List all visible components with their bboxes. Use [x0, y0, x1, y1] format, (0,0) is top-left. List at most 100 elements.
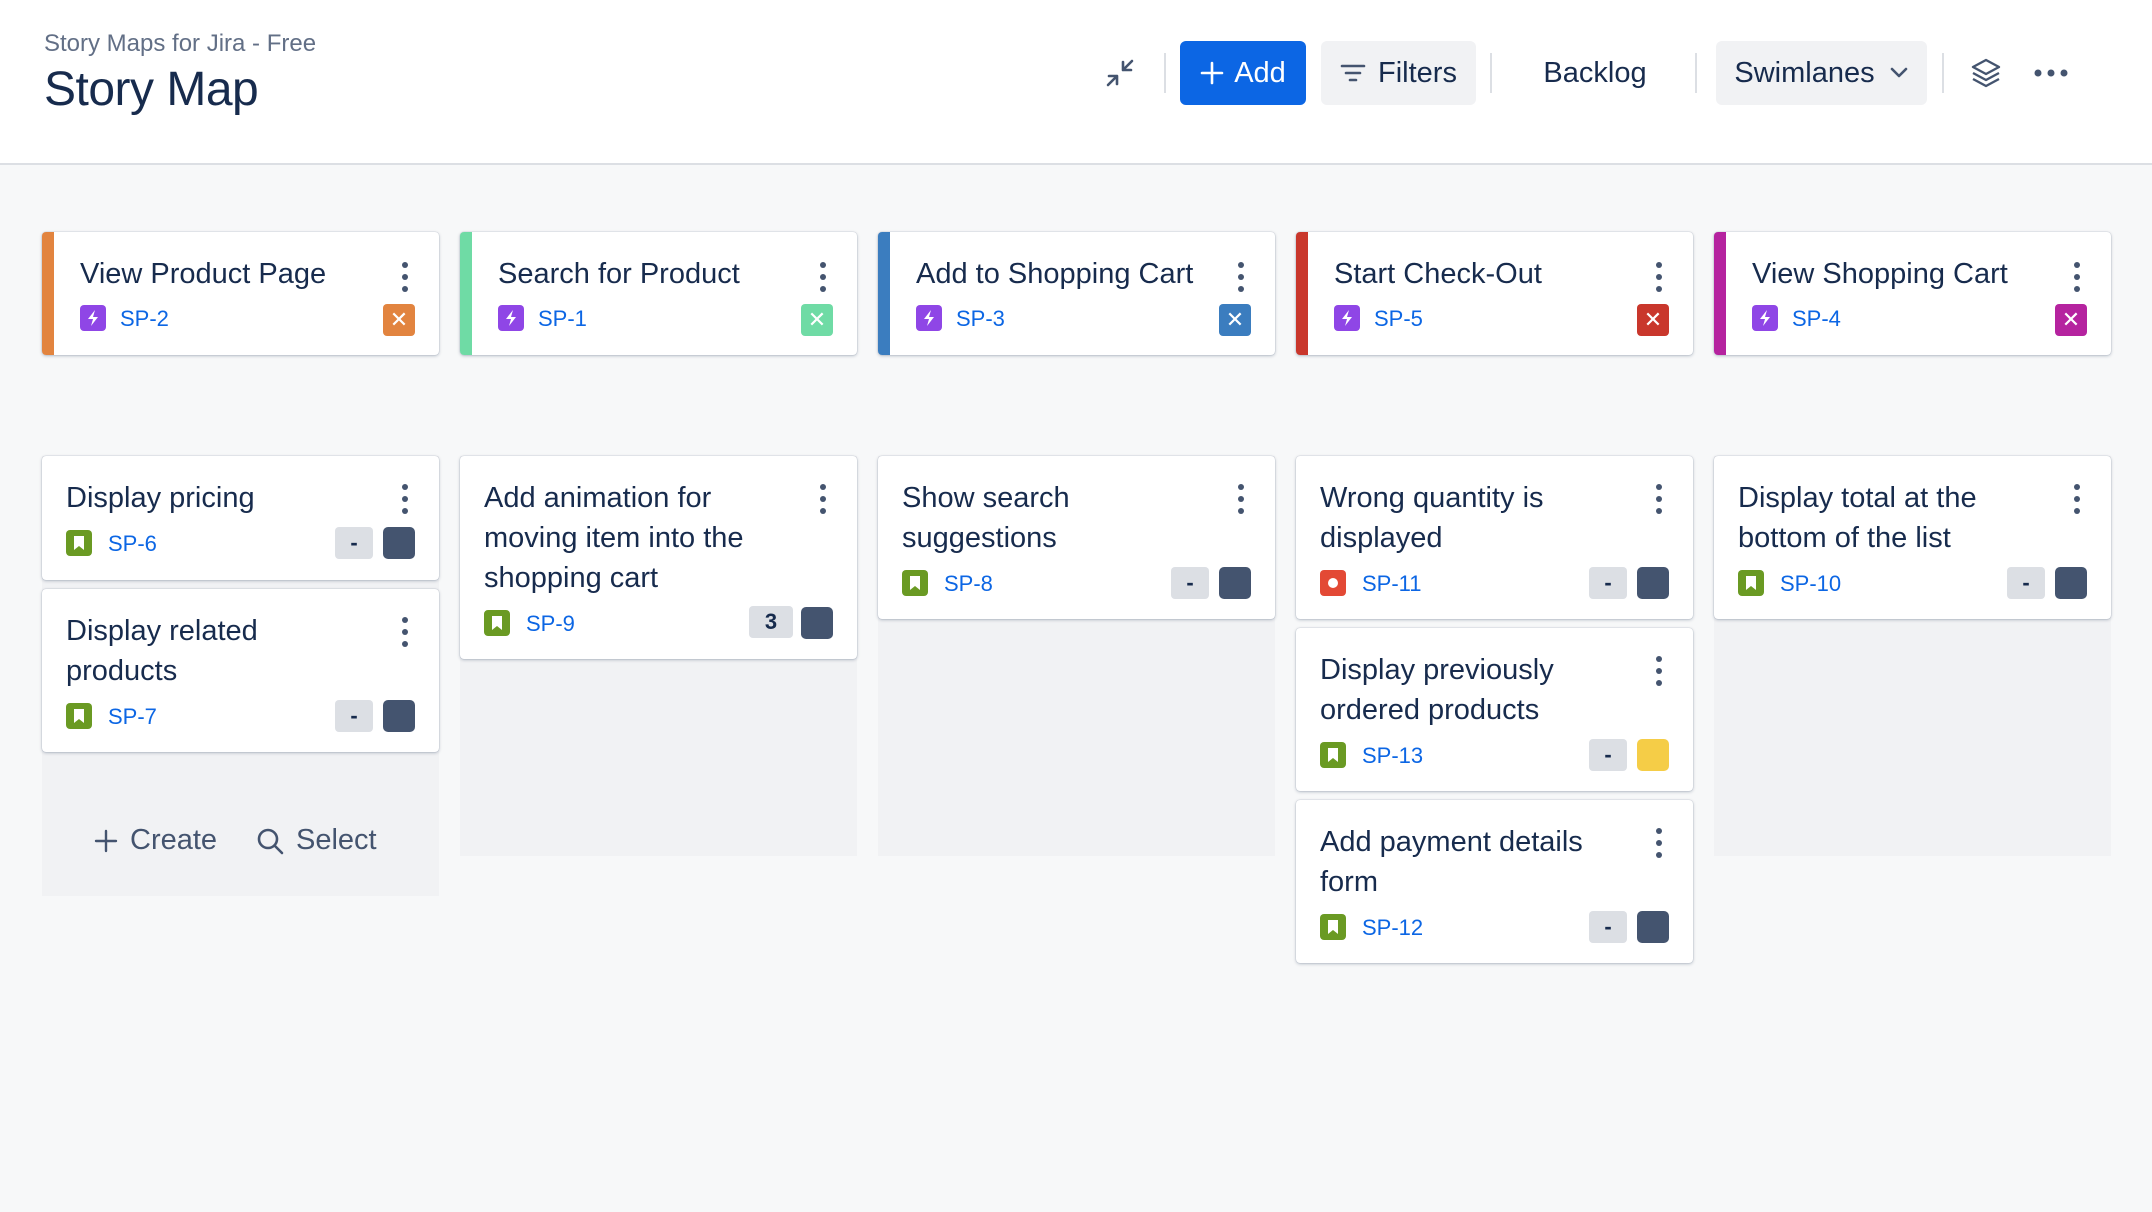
- estimate-badge[interactable]: -: [1171, 567, 1209, 599]
- story-key[interactable]: SP-8: [944, 571, 993, 596]
- epic-color-stripe: [42, 232, 54, 355]
- swimlanes-dropdown[interactable]: Swimlanes: [1716, 41, 1927, 105]
- epic-lightning-icon: [80, 305, 106, 331]
- story-card[interactable]: Display previously ordered products SP-1…: [1296, 628, 1693, 791]
- story-key[interactable]: SP-12: [1362, 915, 1424, 940]
- epic-card[interactable]: Search for Product SP-1 ✕: [460, 232, 857, 355]
- estimate-badge[interactable]: -: [2007, 567, 2045, 599]
- card-menu-icon[interactable]: [819, 262, 827, 292]
- epic-key[interactable]: SP-2: [120, 306, 169, 331]
- toolbar-divider: [1695, 53, 1697, 93]
- more-button[interactable]: [2019, 41, 2083, 105]
- bookmark-icon: [1320, 742, 1346, 768]
- epic-title: Add to Shopping Cart: [916, 258, 1194, 290]
- layers-button[interactable]: [1957, 41, 2015, 105]
- card-menu-icon[interactable]: [401, 262, 409, 292]
- page-title: Story Map: [44, 63, 259, 116]
- breadcrumb[interactable]: Story Maps for Jira - Free: [44, 30, 317, 57]
- card-menu-icon[interactable]: [1655, 484, 1663, 514]
- assignee-avatar[interactable]: [1219, 567, 1251, 599]
- story-key[interactable]: SP-10: [1780, 571, 1842, 596]
- epic-title: View Product Page: [80, 258, 327, 290]
- epic-card[interactable]: View Shopping Cart SP-4 ✕: [1714, 232, 2111, 355]
- epic-lightning-icon: [1334, 305, 1360, 331]
- epic-key[interactable]: SP-3: [956, 306, 1005, 331]
- card-menu-icon[interactable]: [1655, 262, 1663, 292]
- card-menu-icon[interactable]: [2073, 262, 2081, 292]
- story-key[interactable]: SP-13: [1362, 743, 1424, 768]
- story-card[interactable]: Wrong quantity is displayed SP-11 -: [1296, 456, 1693, 619]
- epic-color-stripe: [460, 232, 472, 355]
- story-card[interactable]: Display pricing SP-6 -: [42, 456, 439, 580]
- epic-color-stripe: [1714, 232, 1726, 355]
- backlog-button-label: Backlog: [1543, 56, 1647, 89]
- card-menu-icon[interactable]: [401, 484, 409, 514]
- card-menu-icon[interactable]: [819, 484, 827, 514]
- epic-lightning-icon: [498, 305, 524, 331]
- card-menu-icon[interactable]: [1237, 262, 1245, 292]
- epic-key[interactable]: SP-1: [538, 306, 587, 331]
- epic-card[interactable]: Add to Shopping Cart SP-3 ✕: [878, 232, 1275, 355]
- select-button[interactable]: Select: [256, 824, 377, 857]
- epic-card[interactable]: View Product Page SP-2 ✕: [42, 232, 439, 355]
- epic-remove-icon[interactable]: ✕: [801, 304, 833, 336]
- epic-title: Search for Product: [498, 258, 740, 290]
- story-key[interactable]: SP-7: [108, 704, 157, 729]
- collapse-button[interactable]: [1091, 41, 1149, 105]
- estimate-badge[interactable]: 3: [749, 606, 793, 638]
- epic-key[interactable]: SP-4: [1792, 306, 1841, 331]
- bookmark-icon: [66, 530, 92, 556]
- epic-remove-icon[interactable]: ✕: [1637, 304, 1669, 336]
- story-card[interactable]: Display total at the bottom of the list …: [1714, 456, 2111, 619]
- story-card[interactable]: Show search suggestions SP-8 -: [878, 456, 1275, 619]
- epic-card[interactable]: Start Check-Out SP-5 ✕: [1296, 232, 1693, 355]
- story-key[interactable]: SP-11: [1362, 571, 1422, 596]
- story-title: Wrong quantity is displayed: [1320, 482, 1544, 554]
- epic-remove-icon[interactable]: ✕: [1219, 304, 1251, 336]
- estimate-badge[interactable]: -: [335, 700, 373, 732]
- epic-remove-icon[interactable]: ✕: [383, 304, 415, 336]
- story-key[interactable]: SP-9: [526, 611, 575, 636]
- card-menu-icon[interactable]: [2073, 484, 2081, 514]
- bookmark-icon: [484, 610, 510, 636]
- bookmark-icon: [1738, 570, 1764, 596]
- card-menu-icon[interactable]: [1655, 828, 1663, 858]
- epic-key[interactable]: SP-5: [1374, 306, 1423, 331]
- story-card[interactable]: Add payment details form SP-12 -: [1296, 800, 1693, 963]
- add-button[interactable]: Add: [1180, 41, 1306, 105]
- assignee-avatar[interactable]: [801, 607, 833, 639]
- assignee-avatar[interactable]: [1637, 911, 1669, 943]
- estimate-badge[interactable]: -: [1589, 739, 1627, 771]
- story-title: Display pricing: [66, 482, 255, 514]
- layers-icon: [1971, 58, 2001, 88]
- assignee-avatar[interactable]: [1637, 739, 1669, 771]
- card-menu-icon[interactable]: [1237, 484, 1245, 514]
- create-select-row: Create Select: [42, 784, 439, 894]
- plus-icon: [94, 829, 118, 852]
- epic-lightning-icon: [1752, 305, 1778, 331]
- story-title: Display total at the bottom of the list: [1738, 482, 1977, 554]
- chevron-down-icon: [1890, 67, 1907, 78]
- assignee-avatar[interactable]: [2055, 567, 2087, 599]
- story-card[interactable]: Display related products SP-7 -: [42, 589, 439, 752]
- card-menu-icon[interactable]: [401, 617, 409, 647]
- epic-remove-icon[interactable]: ✕: [2055, 304, 2087, 336]
- story-card[interactable]: Add animation for moving item into the s…: [460, 456, 857, 659]
- story-title: Add payment details form: [1320, 826, 1583, 898]
- assignee-avatar[interactable]: [1637, 567, 1669, 599]
- header: Story Maps for Jira - Free Story Map Add…: [0, 0, 2152, 165]
- story-title: Display previously ordered products: [1320, 654, 1554, 726]
- epic-color-stripe: [1296, 232, 1308, 355]
- assignee-avatar[interactable]: [383, 527, 415, 559]
- card-menu-icon[interactable]: [1655, 656, 1663, 686]
- filters-button[interactable]: Filters: [1321, 41, 1476, 105]
- swimlanes-dropdown-label: Swimlanes: [1734, 56, 1875, 89]
- backlog-button[interactable]: Backlog: [1515, 41, 1675, 105]
- estimate-badge[interactable]: -: [1589, 567, 1627, 599]
- create-button[interactable]: Create: [94, 824, 217, 857]
- assignee-avatar[interactable]: [383, 700, 415, 732]
- estimate-badge[interactable]: -: [335, 527, 373, 559]
- story-key[interactable]: SP-6: [108, 531, 157, 556]
- estimate-badge[interactable]: -: [1589, 911, 1627, 943]
- toolbar: Add Filters Backlog Swimlanes: [1052, 41, 2152, 105]
